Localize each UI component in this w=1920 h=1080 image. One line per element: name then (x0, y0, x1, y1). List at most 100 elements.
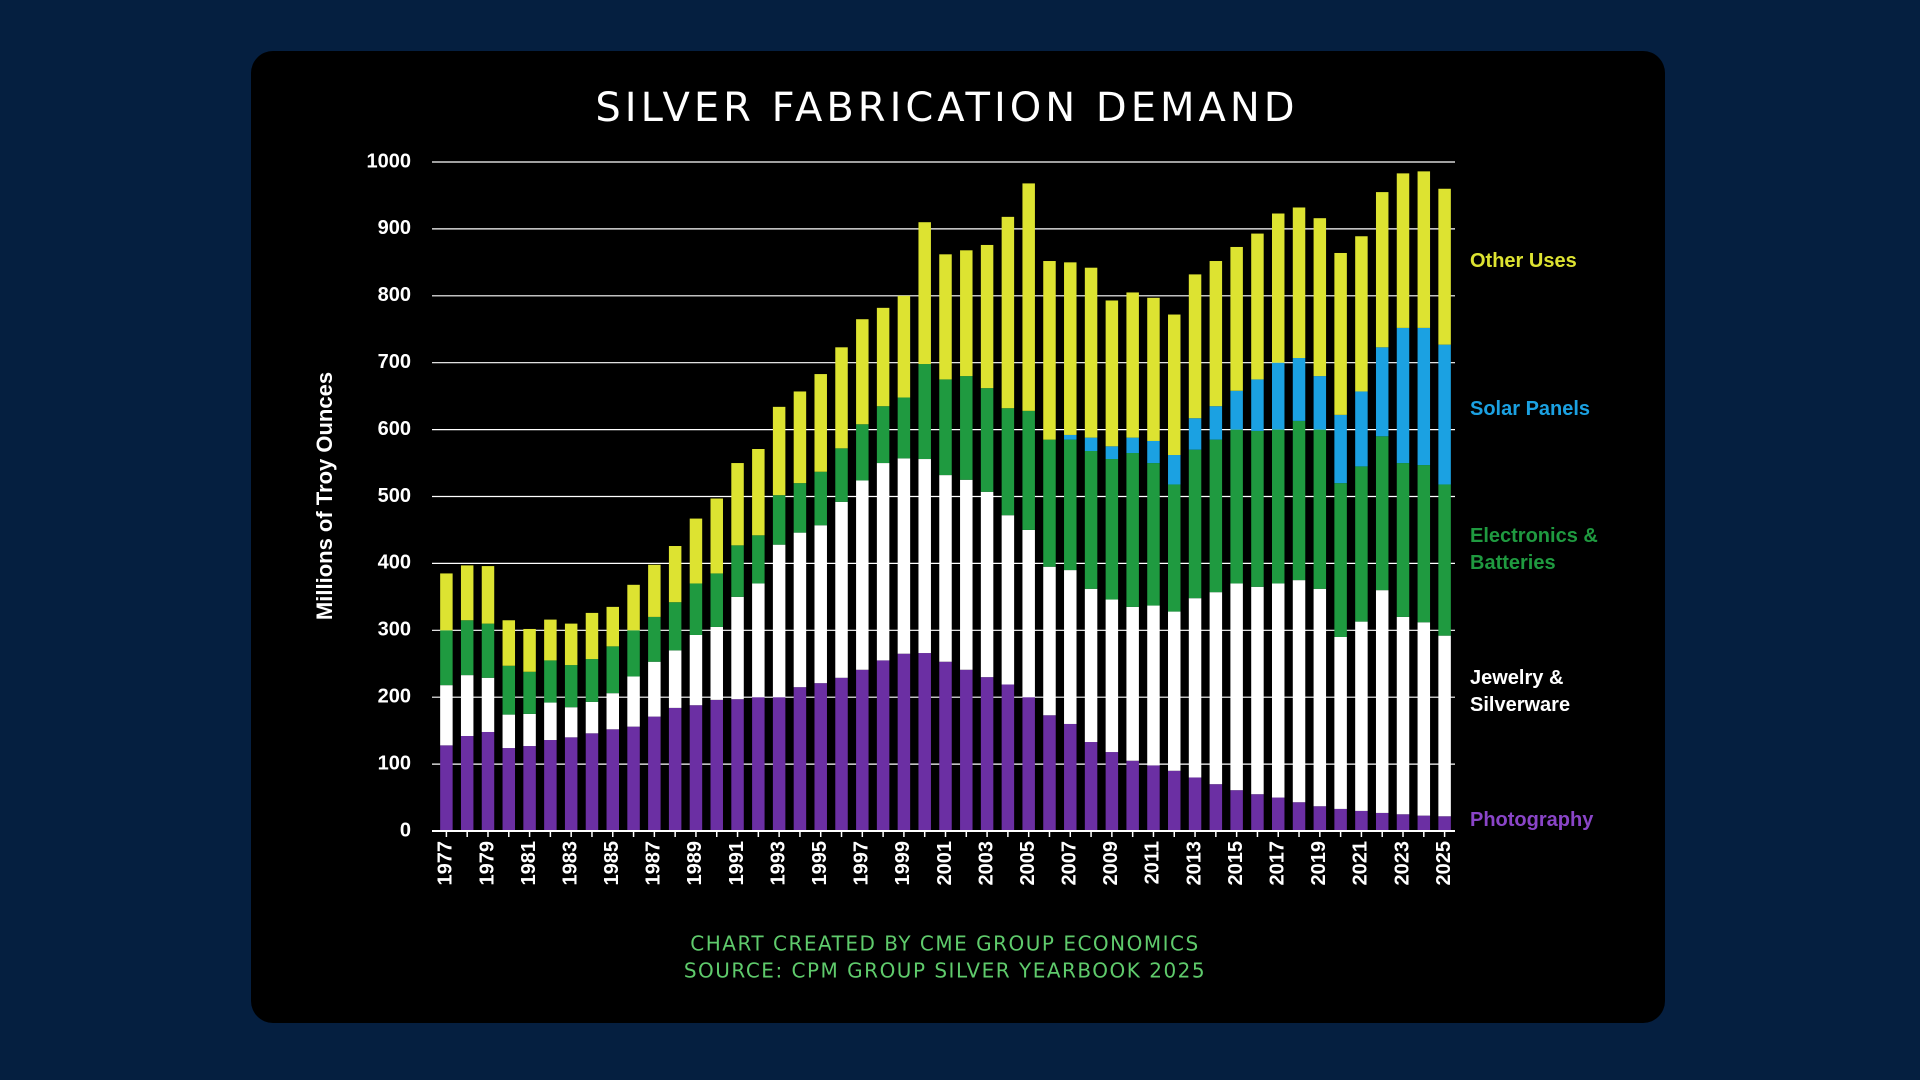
bar-segment (939, 379, 952, 476)
bar-segment (897, 458, 911, 654)
x-tick-label: 2009 (1100, 841, 1122, 886)
y-tick-label: 0 (400, 819, 411, 841)
bar-segment (1417, 622, 1431, 816)
bar-segment (1064, 723, 1077, 831)
bar-segment (1168, 611, 1181, 771)
bar-segment (544, 660, 557, 703)
bar-segment (1313, 806, 1327, 831)
bar-segment (752, 697, 765, 831)
bar-segment (648, 716, 661, 831)
bar-segment (440, 630, 453, 686)
bar-segment (1022, 697, 1035, 831)
bar-segment (627, 676, 640, 727)
chart-title: SILVER FABRICATION DEMAND (595, 85, 1298, 131)
bar-segment (710, 626, 723, 700)
bar-segment (1147, 765, 1160, 831)
bar-segment (1271, 362, 1285, 430)
bar-segment (1209, 406, 1223, 440)
bar-segment (1251, 379, 1264, 431)
y-tick-label: 300 (378, 619, 411, 641)
bar-segment (793, 483, 807, 533)
bar-segment (1043, 715, 1056, 831)
bar-segment (876, 406, 890, 464)
bar-segment (440, 745, 453, 831)
bar-segment (1230, 246, 1243, 391)
legend-entry: Electronics & Batteries (1470, 525, 1598, 574)
bar-segment (1375, 347, 1389, 437)
y-tick-label: 1000 (367, 150, 412, 172)
bar-segment (814, 525, 827, 684)
bar-segment (544, 740, 557, 831)
bar-segment (960, 376, 973, 480)
bar-segment (606, 606, 620, 647)
bar-segment (814, 374, 827, 472)
bar-segment (564, 737, 578, 831)
bar-segment (1334, 483, 1347, 637)
bar-segment (1043, 566, 1056, 716)
x-tick-label: 1995 (809, 841, 831, 886)
bar-segment (772, 406, 786, 496)
bar-segment (564, 665, 578, 708)
x-tick-label: 2013 (1183, 841, 1205, 886)
bar-segment (731, 699, 744, 831)
bar-segment (980, 677, 994, 831)
bar-segment (1230, 429, 1243, 584)
bar-segment (918, 653, 931, 831)
bar-segment (1001, 408, 1015, 516)
bar-segment (648, 661, 661, 717)
bar-segment (897, 653, 911, 831)
bar-segment (1396, 327, 1410, 464)
bar-segment (752, 449, 765, 536)
bar-segment (481, 623, 495, 678)
bar-segment (1001, 515, 1015, 685)
bar-segment (731, 463, 744, 546)
bar-segment (1105, 599, 1119, 753)
bar-segment (1334, 414, 1347, 484)
bar-segment (460, 736, 474, 831)
bar-segment (1168, 484, 1181, 612)
bar-segment (440, 685, 453, 746)
y-axis-label: Millions of Troy Ounces (312, 372, 337, 620)
bar-segment (939, 254, 952, 380)
y-tick-label: 500 (378, 485, 411, 507)
x-tick-label: 2019 (1308, 841, 1330, 886)
bar-segment (544, 702, 557, 741)
bar-segment (1334, 808, 1347, 831)
bar-segment (668, 650, 682, 708)
bar-segment (1084, 742, 1098, 831)
bar-segment (1022, 529, 1035, 698)
bar-segment (1438, 635, 1451, 817)
bar-segment (1043, 261, 1056, 440)
bar-segment (980, 388, 994, 492)
bar-segment (627, 630, 640, 677)
bar-segment (1417, 171, 1431, 328)
bar-segment (1105, 459, 1119, 600)
bar-segment (1084, 588, 1098, 743)
bar-segment (876, 307, 890, 407)
bar-segment (1271, 583, 1285, 798)
bar-segment (876, 660, 890, 831)
bar-segment (1209, 784, 1223, 831)
bar-segment (1188, 449, 1202, 599)
bar-segment (1251, 794, 1264, 831)
x-tick-label: 1983 (559, 841, 581, 886)
bar-segment (814, 683, 827, 831)
bar-segment (564, 707, 578, 738)
bar-segment (1126, 292, 1139, 438)
bar-segment (668, 546, 682, 603)
bar-segment (1251, 430, 1264, 587)
y-tick-label: 900 (378, 217, 411, 239)
bar-segment (523, 628, 536, 672)
bar-segment (460, 620, 474, 676)
bar-segment (1105, 300, 1119, 447)
bar-segment (502, 748, 516, 831)
bar-segment (1022, 410, 1035, 530)
bar-segment (1168, 314, 1181, 456)
bar-segment (627, 726, 640, 831)
bar-segment (1417, 465, 1431, 623)
bar-segment (814, 471, 827, 526)
legend-entry: Photography (1470, 809, 1594, 831)
bar-segment (523, 671, 536, 714)
